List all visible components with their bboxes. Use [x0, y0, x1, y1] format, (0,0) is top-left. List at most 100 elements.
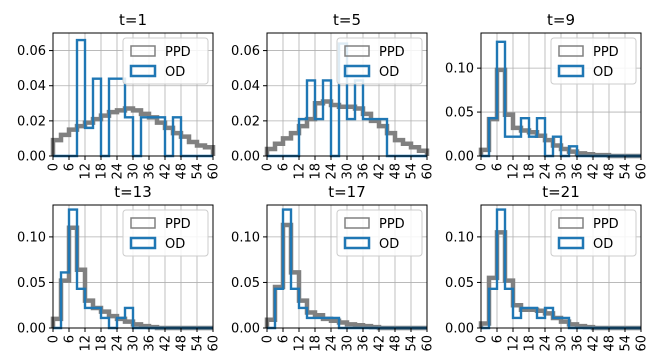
x-tick-label: 54 — [191, 163, 206, 180]
legend: PPD OD — [122, 209, 209, 257]
x-tick-label: 54 — [405, 335, 420, 352]
legend-ppd-label: PPD — [593, 45, 619, 60]
x-tick-label: 36 — [357, 335, 372, 352]
legend-box — [122, 37, 209, 85]
subplot-title: t=13 — [114, 183, 152, 201]
y-tick-label: 0.10 — [17, 230, 46, 245]
x-tick-label: 6 — [277, 335, 292, 343]
subplot-title: t=21 — [542, 183, 580, 201]
x-tick-label: 36 — [143, 335, 158, 352]
legend-od-swatch — [129, 64, 157, 78]
x-tick-label: 24 — [539, 163, 554, 180]
x-tick-label: 54 — [191, 335, 206, 352]
legend-od-label: OD — [165, 237, 185, 252]
legend-od-swatch — [557, 236, 585, 250]
x-tick-label: 12 — [293, 335, 308, 352]
legend: PPD OD — [550, 37, 637, 85]
subplot-5: 0 6 12 18 24 30 36 42 48 54 60 0.00 0.05 0.10 t=17 PPD O… — [231, 183, 435, 352]
legend: PPD OD — [336, 37, 423, 85]
y-tick-label: 0.02 — [17, 114, 46, 129]
y-tick-label: 0.04 — [17, 79, 46, 94]
x-tick-label: 48 — [175, 163, 190, 180]
x-tick-label: 42 — [587, 163, 602, 180]
subplot-title: t=5 — [333, 11, 361, 29]
x-tick-label: 12 — [507, 163, 522, 180]
x-tick-label: 48 — [389, 163, 404, 180]
subplot-6: 0 6 12 18 24 30 36 42 48 54 60 0.00 0.05 0.10 t=21 PPD O… — [445, 183, 647, 352]
y-tick-label: 0.10 — [445, 230, 474, 245]
x-tick-label: 42 — [159, 335, 174, 352]
x-tick-label: 12 — [507, 335, 522, 352]
y-tick-label: 0.05 — [231, 276, 260, 291]
legend-ppd-label: PPD — [593, 217, 619, 232]
od-histogram-series — [53, 38, 213, 158]
x-tick-label: 30 — [555, 335, 570, 352]
legend-od-label: OD — [593, 237, 613, 252]
y-tick-label: 0.10 — [231, 230, 260, 245]
x-tick-label: 24 — [111, 335, 126, 352]
x-tick-label: 12 — [79, 163, 94, 180]
subplot-4: 0 6 12 18 24 30 36 42 48 54 60 0.00 0.05 0.10 t=13 PPD O… — [17, 183, 221, 352]
subplot-title: t=9 — [547, 11, 575, 29]
subplot-title: t=17 — [328, 183, 366, 201]
x-tick-label: 42 — [587, 335, 602, 352]
x-tick-label: 0 — [261, 335, 276, 343]
x-tick-label: 42 — [159, 163, 174, 180]
x-tick-label: 54 — [405, 163, 420, 180]
x-tick-label: 54 — [619, 163, 634, 180]
legend-ppd-label: PPD — [165, 217, 191, 232]
x-tick-label: 42 — [373, 163, 388, 180]
legend: PPD OD — [550, 209, 637, 257]
legend-box — [550, 37, 637, 85]
x-tick-label: 60 — [207, 335, 222, 352]
x-tick-label: 60 — [421, 163, 436, 180]
x-tick-label: 30 — [555, 163, 570, 180]
x-tick-label: 12 — [293, 163, 308, 180]
x-tick-label: 24 — [539, 335, 554, 352]
x-tick-label: 48 — [603, 163, 618, 180]
x-tick-label: 36 — [571, 163, 586, 180]
legend-ppd-label: PPD — [379, 217, 405, 232]
x-tick-label: 48 — [389, 335, 404, 352]
x-tick-label: 6 — [491, 335, 506, 343]
x-tick-label: 54 — [619, 335, 634, 352]
legend-od-swatch — [343, 236, 371, 250]
x-tick-label: 36 — [357, 163, 372, 180]
x-tick-label: 48 — [603, 335, 618, 352]
x-tick-label: 6 — [277, 163, 292, 171]
legend: PPD OD — [122, 37, 209, 85]
x-tick-label: 0 — [47, 335, 62, 343]
x-tick-label: 30 — [341, 335, 356, 352]
y-tick-label: 0.06 — [231, 44, 260, 59]
y-tick-label: 0.00 — [231, 150, 260, 165]
x-tick-label: 0 — [475, 163, 490, 171]
legend-ppd-swatch — [130, 217, 156, 229]
x-tick-label: 24 — [325, 163, 340, 180]
y-tick-label: 0.00 — [445, 150, 474, 165]
y-tick-label: 0.00 — [445, 322, 474, 337]
legend-od-label: OD — [379, 65, 399, 80]
subplot-1: 0 6 12 18 24 30 36 42 48 54 60 0.00 0.02 0.04 0.06 t=1 P… — [17, 11, 221, 180]
x-tick-label: 0 — [47, 163, 62, 171]
legend-box — [336, 209, 423, 257]
y-tick-label: 0.06 — [17, 44, 46, 59]
y-tick-label: 0.00 — [17, 150, 46, 165]
y-tick-label: 0.05 — [445, 106, 474, 121]
x-tick-label: 6 — [63, 163, 78, 171]
legend-ppd-swatch — [558, 217, 584, 229]
x-tick-label: 18 — [309, 163, 324, 180]
subplot-2: 0 6 12 18 24 30 36 42 48 54 60 0.00 0.02 0.04 0.06 t=5 P… — [231, 11, 435, 180]
legend-ppd-label: PPD — [379, 45, 405, 60]
legend-ppd-swatch — [558, 45, 584, 57]
y-tick-label: 0.00 — [17, 322, 46, 337]
x-tick-label: 6 — [63, 335, 78, 343]
x-tick-label: 48 — [175, 335, 190, 352]
x-tick-label: 60 — [635, 163, 647, 180]
legend-od-label: OD — [379, 237, 399, 252]
y-tick-label: 0.00 — [231, 322, 260, 337]
legend-box — [336, 37, 423, 85]
legend-od-swatch — [557, 64, 585, 78]
legend-ppd-swatch — [344, 45, 370, 57]
x-tick-label: 36 — [571, 335, 586, 352]
x-tick-label: 0 — [475, 335, 490, 343]
